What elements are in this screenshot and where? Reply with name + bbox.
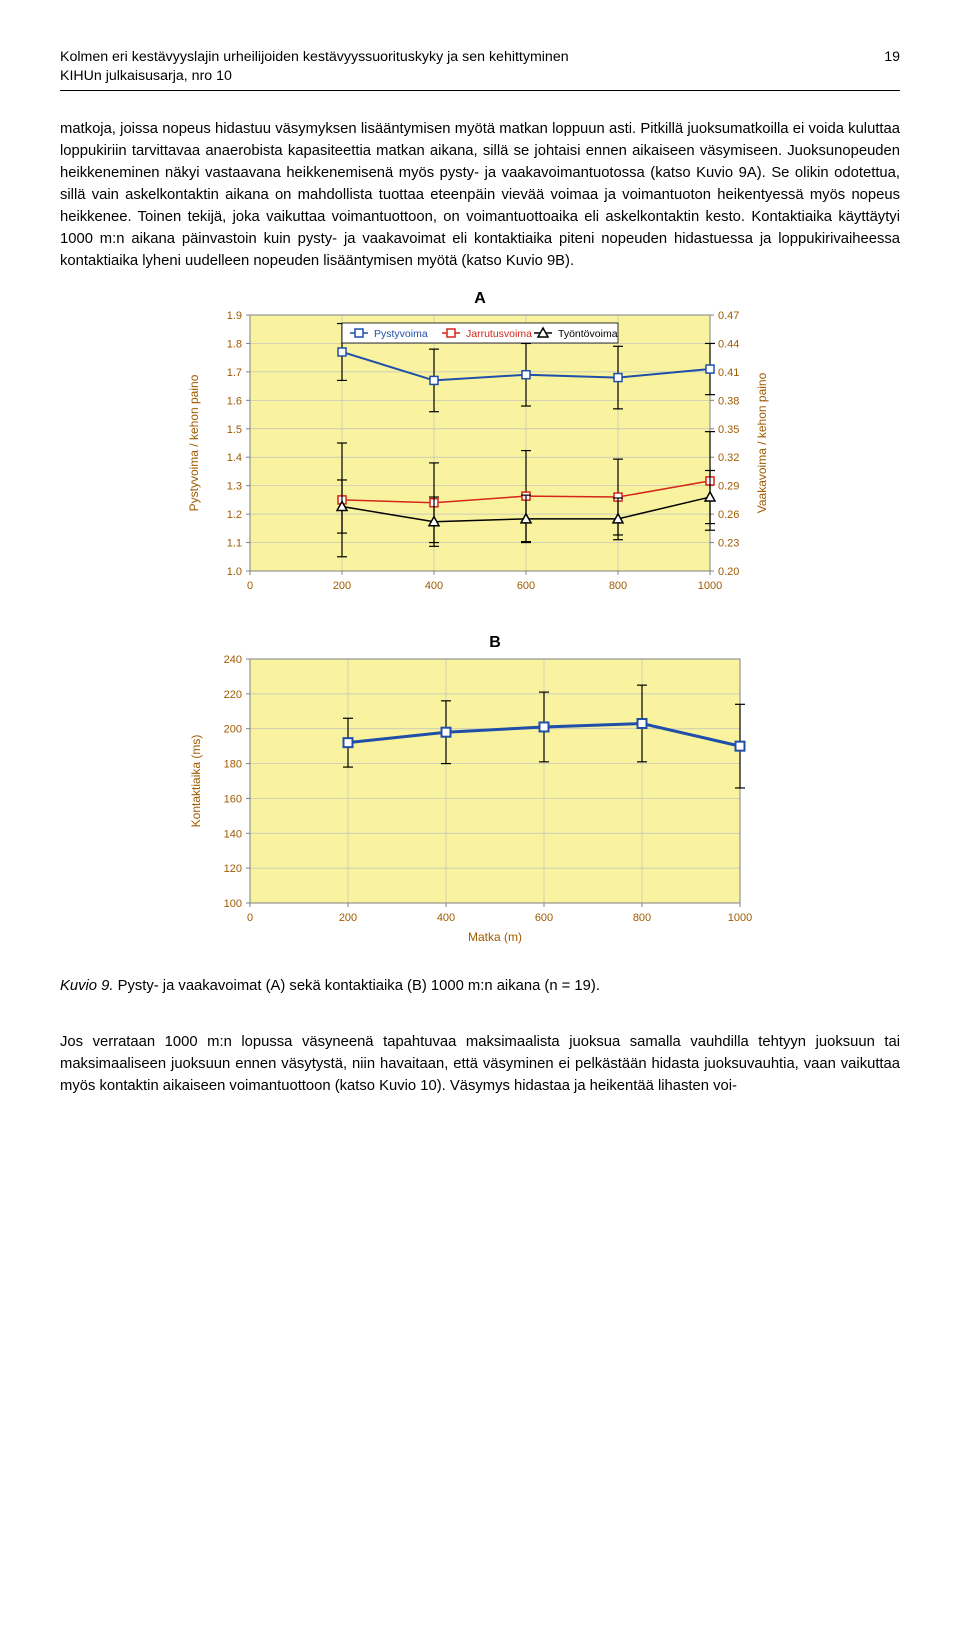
svg-text:1000: 1000: [698, 580, 722, 592]
svg-text:0.32: 0.32: [718, 452, 739, 464]
svg-text:800: 800: [633, 912, 651, 924]
svg-text:0: 0: [247, 912, 253, 924]
svg-text:200: 200: [224, 724, 242, 736]
svg-text:160: 160: [224, 794, 242, 806]
svg-text:220: 220: [224, 689, 242, 701]
svg-text:Työntövoima: Työntövoima: [558, 328, 618, 340]
svg-text:600: 600: [535, 912, 553, 924]
svg-text:200: 200: [339, 912, 357, 924]
svg-text:1.1: 1.1: [227, 537, 242, 549]
svg-text:1.2: 1.2: [227, 509, 242, 521]
caption-text: Pysty- ja vaakavoimat (A) sekä kontaktia…: [113, 978, 599, 994]
svg-text:600: 600: [517, 580, 535, 592]
svg-text:Matka (m): Matka (m): [468, 930, 522, 944]
svg-text:0.35: 0.35: [718, 423, 739, 435]
svg-text:1.7: 1.7: [227, 366, 242, 378]
svg-text:Jarrutusvoima: Jarrutusvoima: [466, 328, 532, 340]
svg-text:140: 140: [224, 829, 242, 841]
svg-text:A: A: [474, 290, 486, 307]
svg-text:1.6: 1.6: [227, 395, 242, 407]
svg-text:240: 240: [224, 654, 242, 666]
body-paragraph-1: matkoja, joissa nopeus hidastuu väsymyks…: [60, 119, 900, 272]
svg-text:100: 100: [224, 898, 242, 910]
svg-text:Kontaktiaika (ms): Kontaktiaika (ms): [189, 735, 203, 828]
svg-text:Vaakavoima / kehon paino: Vaakavoima / kehon paino: [755, 372, 769, 513]
chart-a-svg: 1.0 1.1 1.2 1.3 1.4 1.5 1.6 1.7 1.8 1.9 0.20 0.23 0.…: [180, 287, 780, 607]
svg-text:Pystyvoima / kehon paino: Pystyvoima / kehon paino: [187, 374, 201, 511]
svg-text:800: 800: [609, 580, 627, 592]
svg-text:0.38: 0.38: [718, 395, 739, 407]
svg-text:1.9: 1.9: [227, 310, 242, 322]
svg-text:0.20: 0.20: [718, 566, 739, 578]
svg-text:1.0: 1.0: [227, 566, 242, 578]
svg-text:0.47: 0.47: [718, 310, 739, 322]
header-title-line2: KIHUn julkaisusarja, nro 10: [60, 68, 232, 84]
svg-text:B: B: [489, 634, 501, 651]
svg-text:0.41: 0.41: [718, 366, 739, 378]
svg-text:400: 400: [425, 580, 443, 592]
page-number: 19: [884, 48, 900, 86]
chart-b-svg: 100 120 140 160 180 200 220 240 0 200 400 600 800 100…: [180, 631, 780, 951]
svg-text:400: 400: [437, 912, 455, 924]
svg-text:0.26: 0.26: [718, 509, 739, 521]
svg-text:180: 180: [224, 759, 242, 771]
svg-text:1.5: 1.5: [227, 423, 242, 435]
body-paragraph-2: Jos verrataan 1000 m:n lopussa väsyneenä…: [60, 1032, 900, 1098]
svg-text:1000: 1000: [728, 912, 752, 924]
svg-text:0.44: 0.44: [718, 338, 739, 350]
header-rule: [60, 90, 900, 91]
svg-text:1.4: 1.4: [227, 452, 242, 464]
header-title-line1: Kolmen eri kestävyyslajin urheilijoiden …: [60, 49, 569, 65]
svg-text:0.23: 0.23: [718, 537, 739, 549]
caption-prefix: Kuvio 9.: [60, 978, 113, 994]
svg-text:Pystyvoima: Pystyvoima: [374, 328, 428, 340]
svg-text:200: 200: [333, 580, 351, 592]
svg-text:120: 120: [224, 864, 242, 876]
svg-text:0.29: 0.29: [718, 480, 739, 492]
figure-9b: 100 120 140 160 180 200 220 240 0 200 400 600 800 100…: [60, 631, 900, 958]
figure-9-caption: Kuvio 9. Pysty- ja vaakavoimat (A) sekä …: [60, 976, 900, 997]
svg-text:1.8: 1.8: [227, 338, 242, 350]
svg-text:1.3: 1.3: [227, 480, 242, 492]
figure-9a: 1.0 1.1 1.2 1.3 1.4 1.5 1.6 1.7 1.8 1.9 0.20 0.23 0.…: [60, 287, 900, 614]
svg-text:0: 0: [247, 580, 253, 592]
running-header: Kolmen eri kestävyyslajin urheilijoiden …: [60, 48, 900, 86]
